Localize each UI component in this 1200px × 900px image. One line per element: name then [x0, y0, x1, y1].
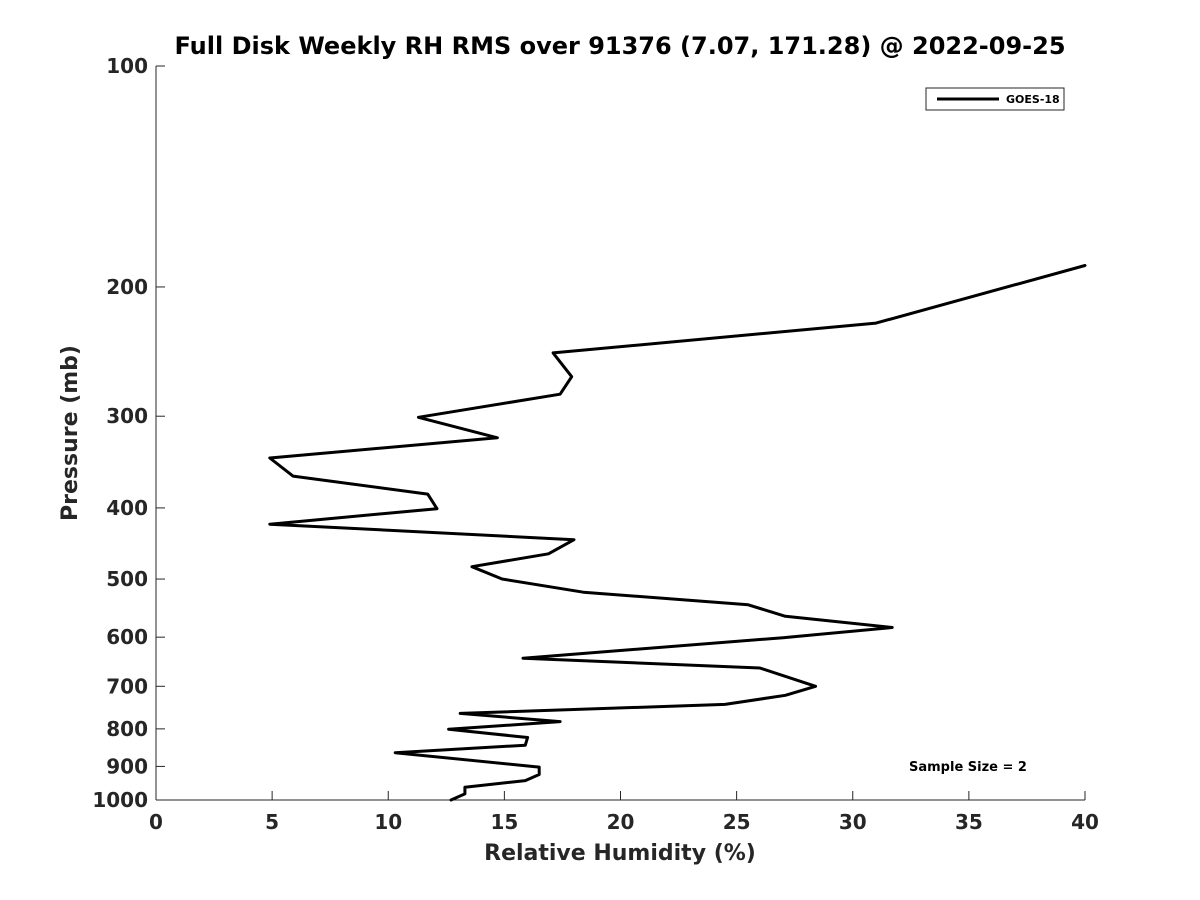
x-tick-label: 40: [1071, 810, 1099, 834]
y-tick-label: 700: [106, 674, 148, 698]
x-axis-label: Relative Humidity (%): [484, 841, 756, 866]
y-tick-label: 900: [106, 754, 148, 778]
x-tick-label: 25: [723, 810, 751, 834]
y-axis-label: Pressure (mb): [58, 345, 83, 521]
chart-title: Full Disk Weekly RH RMS over 91376 (7.07…: [174, 32, 1065, 60]
y-tick-label: 500: [106, 567, 148, 591]
legend-label-goes-18: GOES-18: [1006, 93, 1060, 106]
x-tick-label: 15: [490, 810, 518, 834]
x-axis-ticks: 0 5 10 15 20 25 30 35 40: [149, 791, 1099, 834]
y-tick-label: 200: [106, 275, 148, 299]
sample-size-annotation: Sample Size = 2: [909, 760, 1027, 775]
legend: GOES-18: [925, 87, 1065, 111]
y-tick-label: 300: [106, 404, 148, 428]
y-tick-label: 1000: [92, 788, 148, 812]
series-line-goes-18: [268, 264, 1087, 802]
series-layer: [268, 264, 1087, 802]
x-tick-label: 10: [374, 810, 402, 834]
x-tick-label: 30: [839, 810, 867, 834]
x-tick-label: 5: [265, 810, 279, 834]
y-tick-label: 600: [106, 625, 148, 649]
x-tick-label: 20: [607, 810, 635, 834]
y-tick-label: 800: [106, 717, 148, 741]
y-tick-label: 400: [106, 496, 148, 520]
y-tick-label: 100: [106, 54, 148, 78]
x-tick-label: 0: [149, 810, 163, 834]
x-tick-label: 35: [955, 810, 983, 834]
y-axis-ticks: 100 200 300 400 500 600 700 800 900 1000: [92, 54, 165, 812]
